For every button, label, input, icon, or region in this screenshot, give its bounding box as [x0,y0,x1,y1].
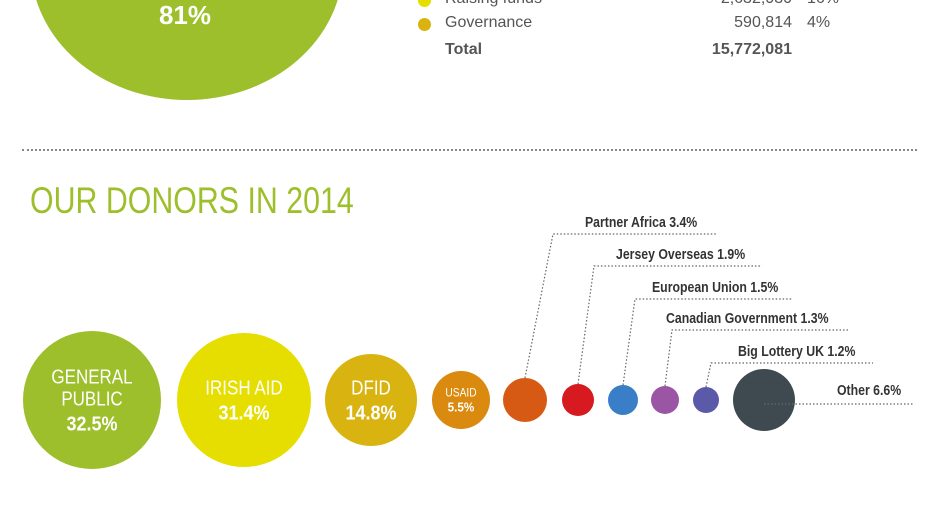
section-title: OUR DONORS IN 2014 [30,180,354,221]
donor-bubble-irish-aid [177,333,311,467]
leader-line-european-union [622,298,793,386]
donor-label-other: Other 6.6% [837,382,901,398]
legend-dot [418,18,431,31]
donor-percent-label: 14.8% [345,403,396,425]
leader-line-canadian-government [664,329,848,387]
donor-bubble-european-union [608,385,638,415]
section-divider [22,149,917,151]
donor-label-canadian-government: Canadian Government 1.3% [666,310,829,326]
donor-bubble-usaid [432,371,490,429]
donor-percent-label: 32.5% [66,414,117,436]
donor-bubble-big-lottery-uk [693,387,719,413]
donor-bubble-general-public [23,331,161,469]
expenditure-total-value: 15,772,081 [711,41,792,58]
donor-bubble-other [733,369,795,431]
donor-bubble-jersey-overseas [562,384,594,416]
legend-dot [418,0,431,7]
donor-name-label: PUBLIC [61,387,122,410]
donor-label-partner-africa: Partner Africa 3.4% [585,214,697,230]
expenditure-row-total: Total 15,772,081 [418,39,838,63]
donor-name-label: DFID [351,376,391,399]
expenditure-percent-label: 81% [158,0,212,30]
expenditure-value: 2,632,030 [658,0,792,8]
leader-line-partner-africa [524,233,717,379]
expenditure-row-raising-funds: Raising funds 2,632,030 16% [418,0,839,12]
expenditure-row-governance: Governance 590,814 4% [418,12,838,36]
donor-label-jersey-overseas: Jersey Overseas 1.9% [616,246,745,262]
leader-line-jersey-overseas [577,265,762,385]
donor-name-label: IRISH AID [205,376,282,399]
donor-percent-label: 31.4% [218,403,269,425]
expenditure-percent: 4% [807,14,831,31]
expenditure-label: Governance [445,14,533,31]
expenditure-percent: 16% [807,0,839,8]
donor-label-big-lottery-uk: Big Lottery UK 1.2% [738,343,855,359]
donor-name-label: USAID [445,387,476,400]
expenditure-total-label: Total [445,41,483,58]
donor-bubble-dfid [325,354,417,446]
donor-percent-label: 5.5% [448,400,475,415]
donor-bubble-canadian-government [651,386,679,414]
leader-line-big-lottery-uk [705,362,873,388]
expenditure-value: 590,814 [734,14,792,31]
donor-label-european-union: European Union 1.5% [652,279,778,295]
expenditure-label: Raising funds [445,0,542,8]
donor-name-label: GENERAL [51,365,132,388]
donor-bubble-partner-africa [503,378,547,422]
